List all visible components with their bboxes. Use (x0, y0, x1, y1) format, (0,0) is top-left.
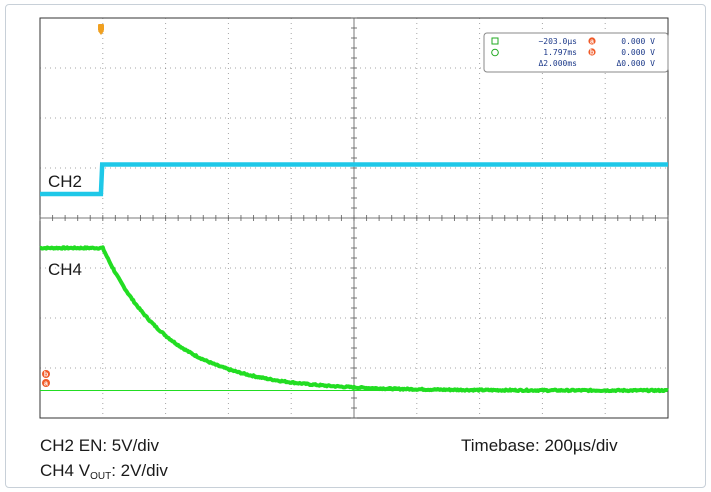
cursor-markers: b a (42, 370, 50, 388)
traces (39, 162, 669, 394)
cursor-b-marker-icon (42, 370, 50, 378)
cursor-b-time: 1.797ms (543, 48, 577, 57)
cursor-a-value: 0.000 V (621, 37, 655, 46)
cursor-a-marker-icon (42, 379, 50, 387)
cursor-a-square-icon (491, 37, 499, 45)
cursor-b-badge-icon (588, 48, 596, 56)
cursor-delta-value: Δ0.000 V (616, 59, 655, 68)
footer-ch2-scale: CH2 EN: 5V/div (40, 436, 160, 455)
svg-text:b: b (590, 49, 594, 56)
trigger-marker-icon (98, 24, 104, 35)
svg-text:a: a (44, 381, 48, 388)
series-label-ch2: CH2 (48, 172, 82, 191)
series-ch2-trace (40, 162, 668, 197)
svg-text:a: a (590, 38, 594, 45)
cursor-b-value: 0.000 V (621, 48, 655, 57)
cursor-delta-time: Δ2.000ms (538, 59, 577, 68)
grid (39, 17, 669, 419)
figure-frame (5, 4, 706, 488)
cursor-readout: −203.0µs a 0.000 V 1.797ms b 0.000 V Δ2.… (483, 32, 669, 73)
cursor-b-circle-icon (491, 48, 499, 57)
svg-text:b: b (44, 372, 48, 379)
series-ch4-trace (39, 245, 669, 394)
footer-ch4-scale: CH4 VOUT: 2V/div (40, 461, 168, 482)
footer-timebase: Timebase: 200µs/div (461, 436, 618, 455)
cursor-a-time: −203.0µs (538, 37, 577, 46)
cursor-a-badge-icon (588, 37, 596, 45)
series-label-ch4: CH4 (48, 260, 82, 279)
